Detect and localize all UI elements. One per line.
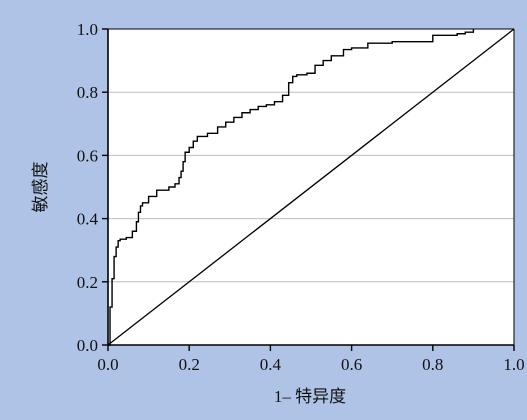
y-tick-label: 0.0 xyxy=(77,336,98,355)
x-tick-label: 0.6 xyxy=(341,355,362,374)
x-tick-label: 0.2 xyxy=(179,355,200,374)
x-tick-label: 0.4 xyxy=(260,355,282,374)
y-tick-label: 0.8 xyxy=(77,83,98,102)
y-tick-label: 1.0 xyxy=(77,20,98,39)
y-tick-label: 0.4 xyxy=(77,210,99,229)
y-tick-label: 0.2 xyxy=(77,273,98,292)
x-tick-label: 0.0 xyxy=(97,355,118,374)
series-line-diagonal xyxy=(107,28,515,346)
series-line-roc xyxy=(108,29,475,346)
y-axis-label: 敏感度 xyxy=(31,162,50,213)
y-tick-label: 0.6 xyxy=(77,146,98,165)
x-tick-label: 1.0 xyxy=(503,355,524,374)
x-tick-label: 0.8 xyxy=(422,355,443,374)
x-axis-label: 1– 特异度 xyxy=(274,387,346,406)
plot-layer: 0.0 0.2 0.4 0.6 0.8 1.0 0.0 0.2 0.4 0.6 0.8 1.0 xyxy=(77,20,525,374)
